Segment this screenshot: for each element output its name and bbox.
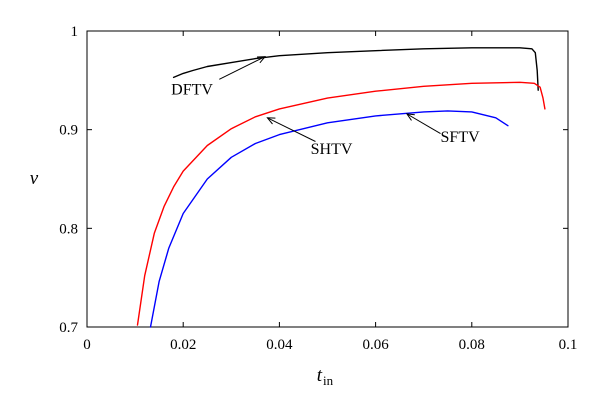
- x-tick-label: 0.02: [170, 337, 196, 353]
- y-tick-label: 1: [71, 24, 79, 40]
- series-layer: [136, 47, 546, 328]
- y-tick-label: 0.9: [59, 123, 78, 139]
- annotation-label-dftv: DFTV: [171, 82, 213, 99]
- x-tick-label: 0.1: [559, 337, 578, 353]
- annotation-arrowhead-shtv: [266, 117, 276, 125]
- y-tick-label: 0.8: [59, 221, 78, 237]
- y-axis-ticks: 0.7 0.8 0.9 1: [59, 24, 568, 336]
- annotation-label-shtv: SHTV: [311, 141, 353, 158]
- y-axis-label: ν: [30, 168, 39, 189]
- x-axis-ticks: 0 0.02 0.04 0.06 0.08 0.1: [83, 31, 577, 353]
- x-axis-label: t: [317, 365, 323, 386]
- x-tick-label: 0: [83, 337, 91, 353]
- x-tick-label: 0.08: [459, 337, 485, 353]
- annotation-arrow-sftv: [406, 113, 441, 135]
- x-axis-label-subscript: in: [323, 373, 334, 388]
- series-line-dftv: [172, 47, 539, 91]
- x-tick-label: 0.04: [266, 337, 293, 353]
- annotation-arrowhead-dftv: [256, 56, 267, 64]
- series-line-shtv: [136, 81, 546, 326]
- y-tick-label: 0.7: [59, 320, 78, 336]
- annotation-layer: DFTV SHTV SFTV: [171, 56, 481, 158]
- annotation-label-sftv: SFTV: [441, 129, 481, 146]
- plot-area-frame: [86, 30, 569, 328]
- x-tick-label: 0.06: [362, 337, 389, 353]
- annotation-arrow-dftv: [219, 56, 266, 80]
- annotation-arrowhead-sftv: [405, 113, 415, 121]
- annotation-arrow-shtv: [267, 117, 316, 142]
- series-line-sftv: [149, 110, 509, 328]
